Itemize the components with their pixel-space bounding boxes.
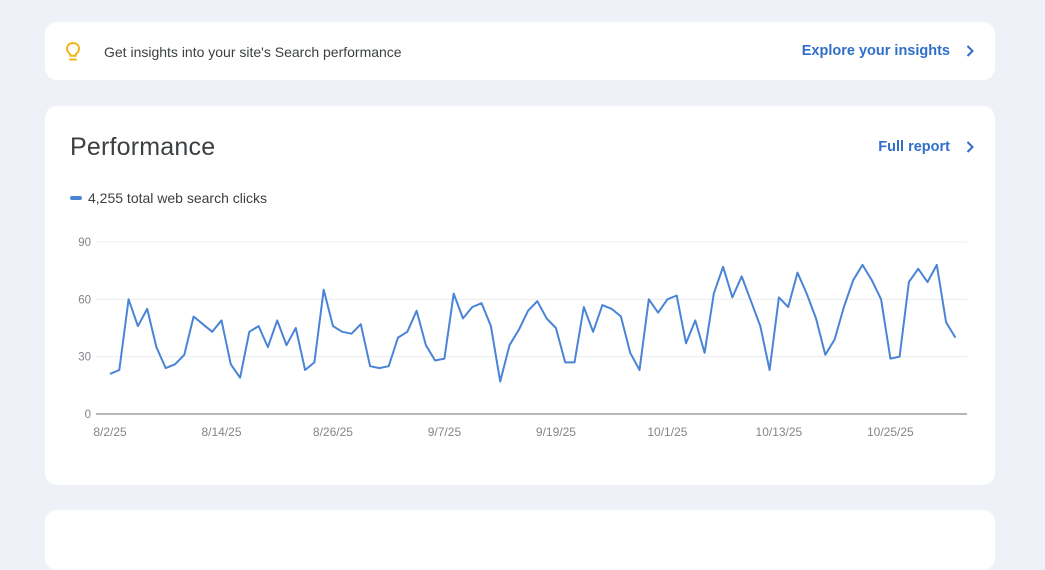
- y-tick-label: 60: [78, 294, 91, 306]
- x-tick-label: 8/26/25: [313, 425, 353, 439]
- insights-banner: Get insights into your site's Search per…: [45, 22, 995, 80]
- x-tick-label: 8/14/25: [201, 425, 241, 439]
- performance-title: Performance: [70, 133, 216, 161]
- chevron-right-icon: [966, 45, 974, 57]
- legend-label: 4,255 total web search clicks: [88, 190, 267, 206]
- clicks-line-chart: 0 30 60 90 8/2/25 8/14/25 8/26/25 9/7/25 9/19/25…: [78, 237, 967, 439]
- clicks-series-line[interactable]: [109, 263, 957, 383]
- x-tick-label: 8/2/25: [93, 425, 127, 439]
- explore-insights-label: Explore your insights: [801, 43, 950, 59]
- full-report-label: Full report: [878, 139, 950, 155]
- chart-legend: 4,255 total web search clicks: [70, 190, 267, 206]
- performance-card: Performance Full report 4,255 total web …: [45, 106, 995, 485]
- explore-insights-link[interactable]: Explore your insights: [802, 43, 977, 59]
- y-tick-label: 90: [78, 237, 91, 249]
- x-tick-label: 9/7/25: [428, 425, 462, 439]
- x-tick-label: 10/13/25: [756, 425, 803, 439]
- lightbulb-icon: [65, 41, 81, 61]
- y-tick-label: 0: [85, 409, 91, 421]
- x-tick-label: 10/25/25: [867, 425, 914, 439]
- next-card: [45, 510, 995, 570]
- insights-text: Get insights into your site's Search per…: [104, 44, 402, 60]
- x-tick-label: 9/19/25: [536, 425, 576, 439]
- legend-swatch: [70, 196, 82, 200]
- chevron-right-icon: [966, 141, 974, 153]
- y-tick-label: 30: [78, 352, 91, 364]
- full-report-link[interactable]: Full report: [878, 139, 977, 155]
- x-tick-label: 10/1/25: [647, 425, 687, 439]
